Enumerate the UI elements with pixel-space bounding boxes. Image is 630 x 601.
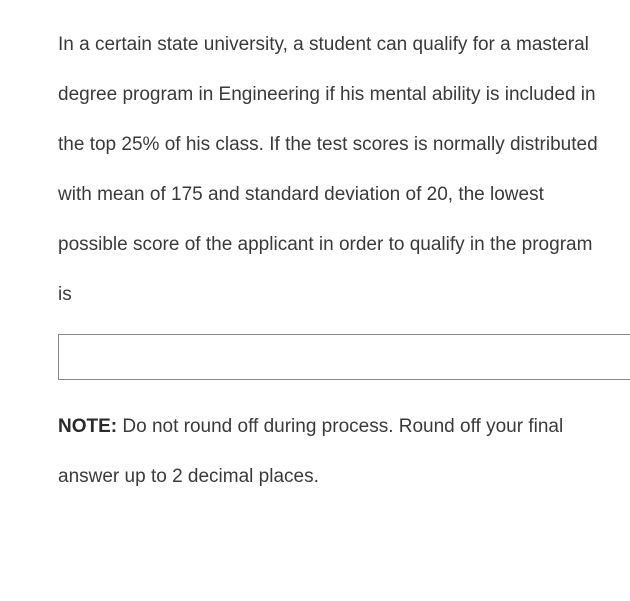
note-body: Do not round off during process. Round o… (58, 416, 563, 487)
note-label: NOTE: (58, 416, 117, 437)
question-text: In a certain state university, a student… (58, 20, 630, 320)
answer-input[interactable] (58, 334, 630, 380)
note-text: NOTE: Do not round off during process. R… (58, 402, 630, 502)
